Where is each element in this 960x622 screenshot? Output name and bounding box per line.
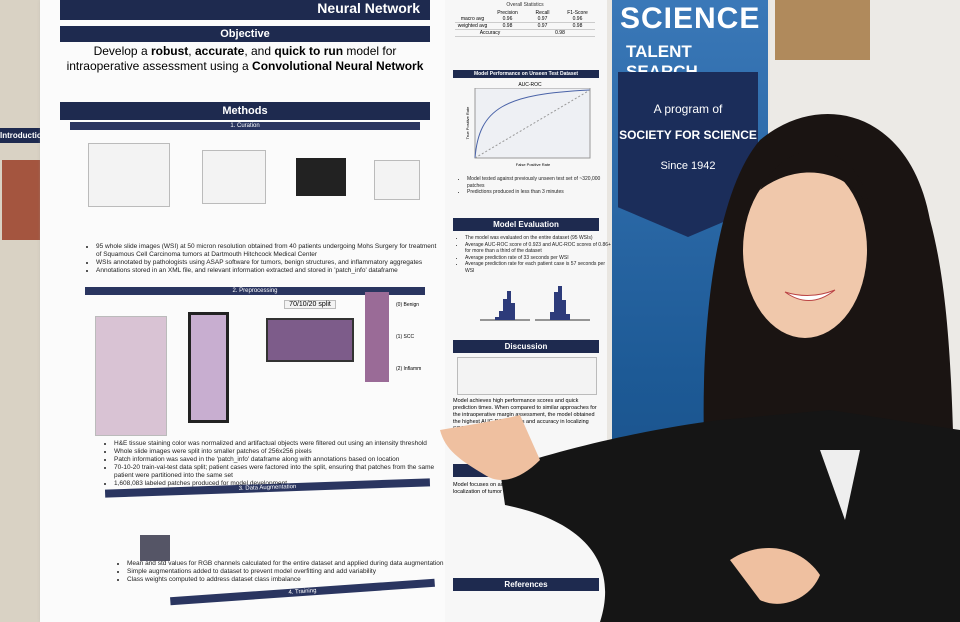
heading: Model Evaluation [453, 218, 599, 231]
bullet: Predictions produced in less than 3 minu… [467, 189, 612, 196]
table-image [457, 357, 597, 395]
bullet: Whole slide images were split into small… [114, 448, 444, 456]
poster: Neural Network Objective Develop a robus… [40, 0, 445, 622]
org: SOCIETY FOR SCIENCE [619, 128, 757, 142]
class-patches [365, 292, 389, 382]
heading: Methods [60, 102, 430, 120]
plot-area [474, 88, 591, 159]
bullet: Model tested against previously unseen t… [467, 176, 612, 189]
table-cell: weighted avg [457, 23, 488, 29]
table-cell: 0.96 [572, 16, 583, 22]
bullet: Simple augmentations added to dataset to… [127, 568, 447, 576]
hand [440, 415, 540, 480]
heading: Introduction [0, 128, 47, 143]
bullet: H&E tissue staining color was normalized… [114, 440, 444, 448]
class: (1) SCC [396, 334, 415, 340]
diagonal [474, 89, 591, 159]
banner-title: SCIENCE [620, 2, 761, 35]
stats-title: Overall Statistics [506, 2, 544, 8]
bullet: WSIs annotated by pathologists using ASA… [96, 259, 441, 267]
table-cell: Recall [535, 10, 550, 16]
subheading: 2. Preprocessing [85, 287, 425, 295]
bangs [760, 150, 870, 210]
bullets: The model was evaluated on the entire da… [453, 235, 613, 274]
program: A program of [653, 102, 723, 116]
table-row: macro avg 0.96 0.97 0.96 [455, 16, 595, 23]
bullet: Class weights computed to address datase… [127, 576, 447, 584]
jacket [500, 410, 960, 622]
table-cell: 0.96 [502, 16, 513, 22]
image [2, 160, 42, 240]
split: 70/10/20 split [284, 300, 336, 309]
bullet: Average prediction rate of 33 seconds pe… [465, 255, 613, 262]
bullet: Annotations stored in an XML file, and r… [96, 267, 441, 275]
side-poster: Introduction [0, 0, 47, 622]
table-row: Precision Recall F1-Score [455, 10, 595, 16]
smile [784, 289, 836, 301]
since: Since 1942 [660, 160, 716, 172]
bullet: Average prediction rate for each patient… [465, 261, 613, 274]
bullets: H&E tissue staining color was normalized… [102, 440, 444, 488]
bullet: Mean and std values for RGB channels cal… [127, 560, 447, 568]
table-cell: 0.97 [537, 16, 548, 22]
axis-label: False Positive Rate [516, 162, 551, 167]
patches [296, 158, 346, 196]
face [743, 162, 867, 338]
table-cell: Accuracy [479, 30, 501, 36]
roc-plot: True Positive Rate False Positive Rate [465, 88, 591, 167]
heading: Objective [60, 26, 430, 42]
shirt [820, 450, 860, 520]
table-row: weighted avg 0.98 0.97 0.98 [455, 23, 595, 30]
bullet: Patch information was saved in the 'patc… [114, 456, 444, 464]
augment-image [140, 535, 170, 561]
roc-title: AUC-ROC [518, 82, 542, 88]
bullet: 70-10-20 train-val-test data split; pati… [114, 464, 444, 480]
heading: Discussion [453, 340, 599, 353]
table-cell: Precision [497, 10, 518, 16]
slide-image [88, 143, 170, 207]
table-cell: F1-Score [567, 10, 588, 16]
bars [495, 286, 570, 320]
bullets: 95 whole slide images (WSI) at 50 micron… [84, 243, 441, 275]
table-cell: 0.98 [555, 30, 565, 36]
bullets: Model tested against previously unseen t… [455, 176, 612, 196]
bullet: Average AUC-ROC score of 0.923 and AUC-R… [465, 242, 613, 255]
tissue [95, 316, 167, 436]
stats-table: Precision Recall F1-Score macro avg 0.96 0.97… [455, 10, 595, 37]
histograms [480, 286, 590, 321]
heading: References [453, 578, 599, 591]
objective: Develop a robust, accurate, and quick to… [66, 44, 424, 73]
roc-curve [474, 89, 591, 159]
bullet: 95 whole slide images (WSI) at 50 micron… [96, 243, 441, 259]
bullet: The model was evaluated on the entire da… [465, 235, 613, 242]
table-cell: macro avg [460, 16, 485, 22]
wood [775, 0, 870, 60]
patch [188, 312, 229, 423]
bullets: Mean and std values for RGB channels cal… [115, 560, 447, 584]
bullet: 1,608,083 labeled patches produced for m… [114, 480, 444, 488]
table-cell: 0.98 [572, 23, 583, 29]
hand [730, 548, 820, 604]
table-cell: 0.97 [537, 23, 548, 29]
axis-label: True Positive Rate [465, 106, 470, 140]
heading: Model Performance on Unseen Test Dataset [453, 70, 599, 78]
patch-grid [266, 318, 354, 362]
table-image [374, 160, 420, 200]
slide-image [202, 150, 266, 204]
class: (0) Benign [396, 302, 420, 308]
title: Neural Network [60, 0, 430, 20]
class: (2) Inflamm [396, 366, 422, 372]
table-row: Accuracy 0.98 [455, 30, 595, 37]
subheading: 1. Curation [70, 122, 420, 130]
table-cell: 0.98 [502, 23, 513, 29]
